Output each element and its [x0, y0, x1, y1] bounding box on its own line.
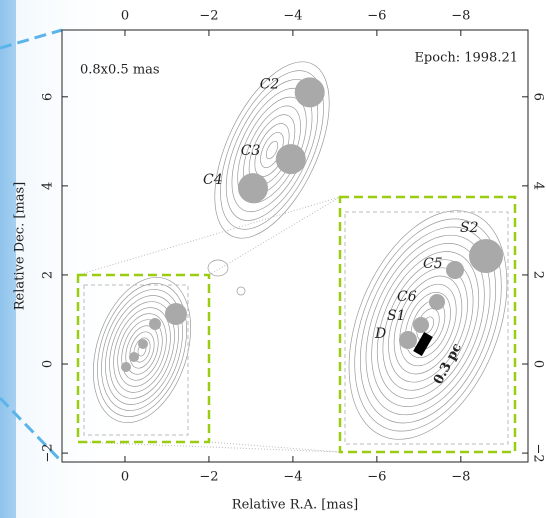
y-tick-label: −2: [531, 444, 546, 463]
component: [238, 173, 268, 203]
y-tick-label: 4: [41, 182, 56, 190]
y-tick-label: 2: [531, 271, 546, 279]
y-tick-label: 2: [41, 271, 56, 279]
x-tick-label: −6: [367, 9, 386, 24]
y-tick-label: 4: [531, 182, 546, 190]
component: [149, 318, 161, 330]
component-label: C2: [260, 76, 280, 92]
component-label: D: [374, 326, 386, 342]
component: [138, 339, 148, 349]
component-label: C4: [203, 172, 223, 188]
epoch-label: Epoch: 1998.21: [414, 51, 518, 66]
component-label: C5: [423, 256, 443, 272]
y-tick-label: 0: [531, 360, 546, 368]
x-axis-label: Relative R.A. [mas]: [232, 498, 358, 513]
y-tick-label: 0: [41, 360, 56, 368]
x-tick-label: −2: [199, 470, 218, 485]
component: [469, 239, 503, 273]
y-tick-label: 6: [41, 93, 56, 101]
x-tick-label: −2: [199, 9, 218, 24]
x-tick-label: −6: [367, 470, 386, 485]
x-tick-label: 0: [121, 470, 129, 485]
x-tick-label: −4: [283, 9, 302, 24]
x-tick-label: −8: [451, 9, 470, 24]
component: [399, 331, 417, 349]
component: [165, 303, 187, 325]
component-label: S1: [387, 308, 406, 324]
component: [413, 317, 429, 333]
y-tick-label: 6: [531, 93, 546, 101]
component-label: C6: [397, 289, 417, 305]
component: [295, 77, 325, 107]
x-tick-label: −4: [283, 470, 302, 485]
x-tick-label: 0: [121, 9, 129, 24]
component: [429, 294, 445, 310]
component-label: C3: [241, 143, 261, 159]
x-tick-label: −8: [451, 470, 470, 485]
figure-area: [16, 0, 546, 518]
component-label: S2: [460, 220, 479, 236]
component: [121, 362, 131, 372]
component: [446, 261, 464, 279]
y-axis-label: Relative Dec. [mas]: [13, 182, 28, 311]
component: [276, 144, 306, 174]
page: {"chart_data": { "type": "scatter", "ann…: [0, 0, 546, 518]
component: [129, 352, 139, 362]
y-tick-label: −2: [41, 444, 56, 463]
beam-label: 0.8x0.5 mas: [80, 63, 160, 78]
chart: 0.3 pc S2 C5 C6 S1 D 0.8x0.5 mas Epoch: …: [0, 0, 546, 518]
